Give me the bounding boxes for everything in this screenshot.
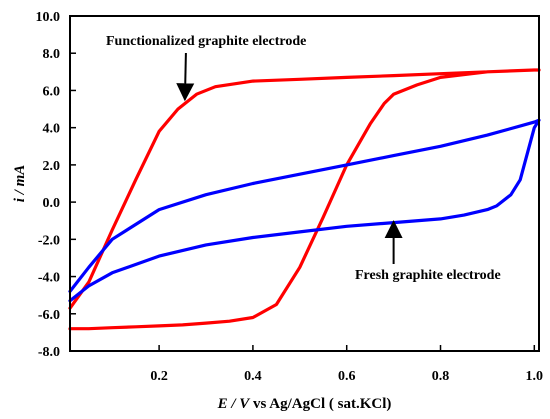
y-axis-title: i / mA (12, 165, 28, 203)
y-tick-label: -8.0 (38, 345, 60, 360)
x-axis-title-rest: vs Ag/AgCl ( sat.KCl) (249, 396, 391, 412)
plot-frame (69, 15, 540, 352)
x-tick-label: 0.6 (338, 369, 356, 384)
annotation-fresh-label: Fresh graphite electrode (355, 268, 501, 283)
x-axis-title-italic: E / V (217, 396, 252, 412)
annotation-functionalized-arrow (176, 52, 195, 102)
y-tick-label: -2.0 (38, 233, 60, 248)
annotation-functionalized-label: Functionalized graphite electrode (106, 34, 306, 49)
x-tick-label: 0.4 (244, 369, 262, 384)
y-tick-label: -6.0 (38, 308, 60, 323)
y-tick-label: 8.0 (43, 47, 61, 62)
tick-layer: 0.2 0.4 0.6 0.8 1.0 -8.0 -6.0 -4.0 -2.0 0.0 2.0 4.0… (36, 10, 544, 384)
x-tick-label: 0.8 (432, 369, 450, 384)
series-layer (68, 68, 541, 331)
y-tick-label: 0.0 (43, 196, 61, 211)
y-tick-label: 4.0 (43, 122, 61, 137)
y-tick-label: 6.0 (43, 84, 61, 99)
series-2-line (68, 118, 541, 303)
x-tick-label: 1.0 (526, 369, 544, 384)
series-1-line (68, 68, 541, 331)
y-tick-label: -4.0 (38, 271, 60, 286)
y-tick-label: 2.0 (43, 159, 61, 174)
x-tick-label: 0.2 (150, 369, 168, 384)
annotation-layer: Functionalized graphite electrode Fresh g… (106, 34, 501, 283)
y-tick-label: 10.0 (36, 10, 61, 25)
x-axis-title: E / V vs Ag/AgCl ( sat.KCl) (217, 396, 392, 412)
